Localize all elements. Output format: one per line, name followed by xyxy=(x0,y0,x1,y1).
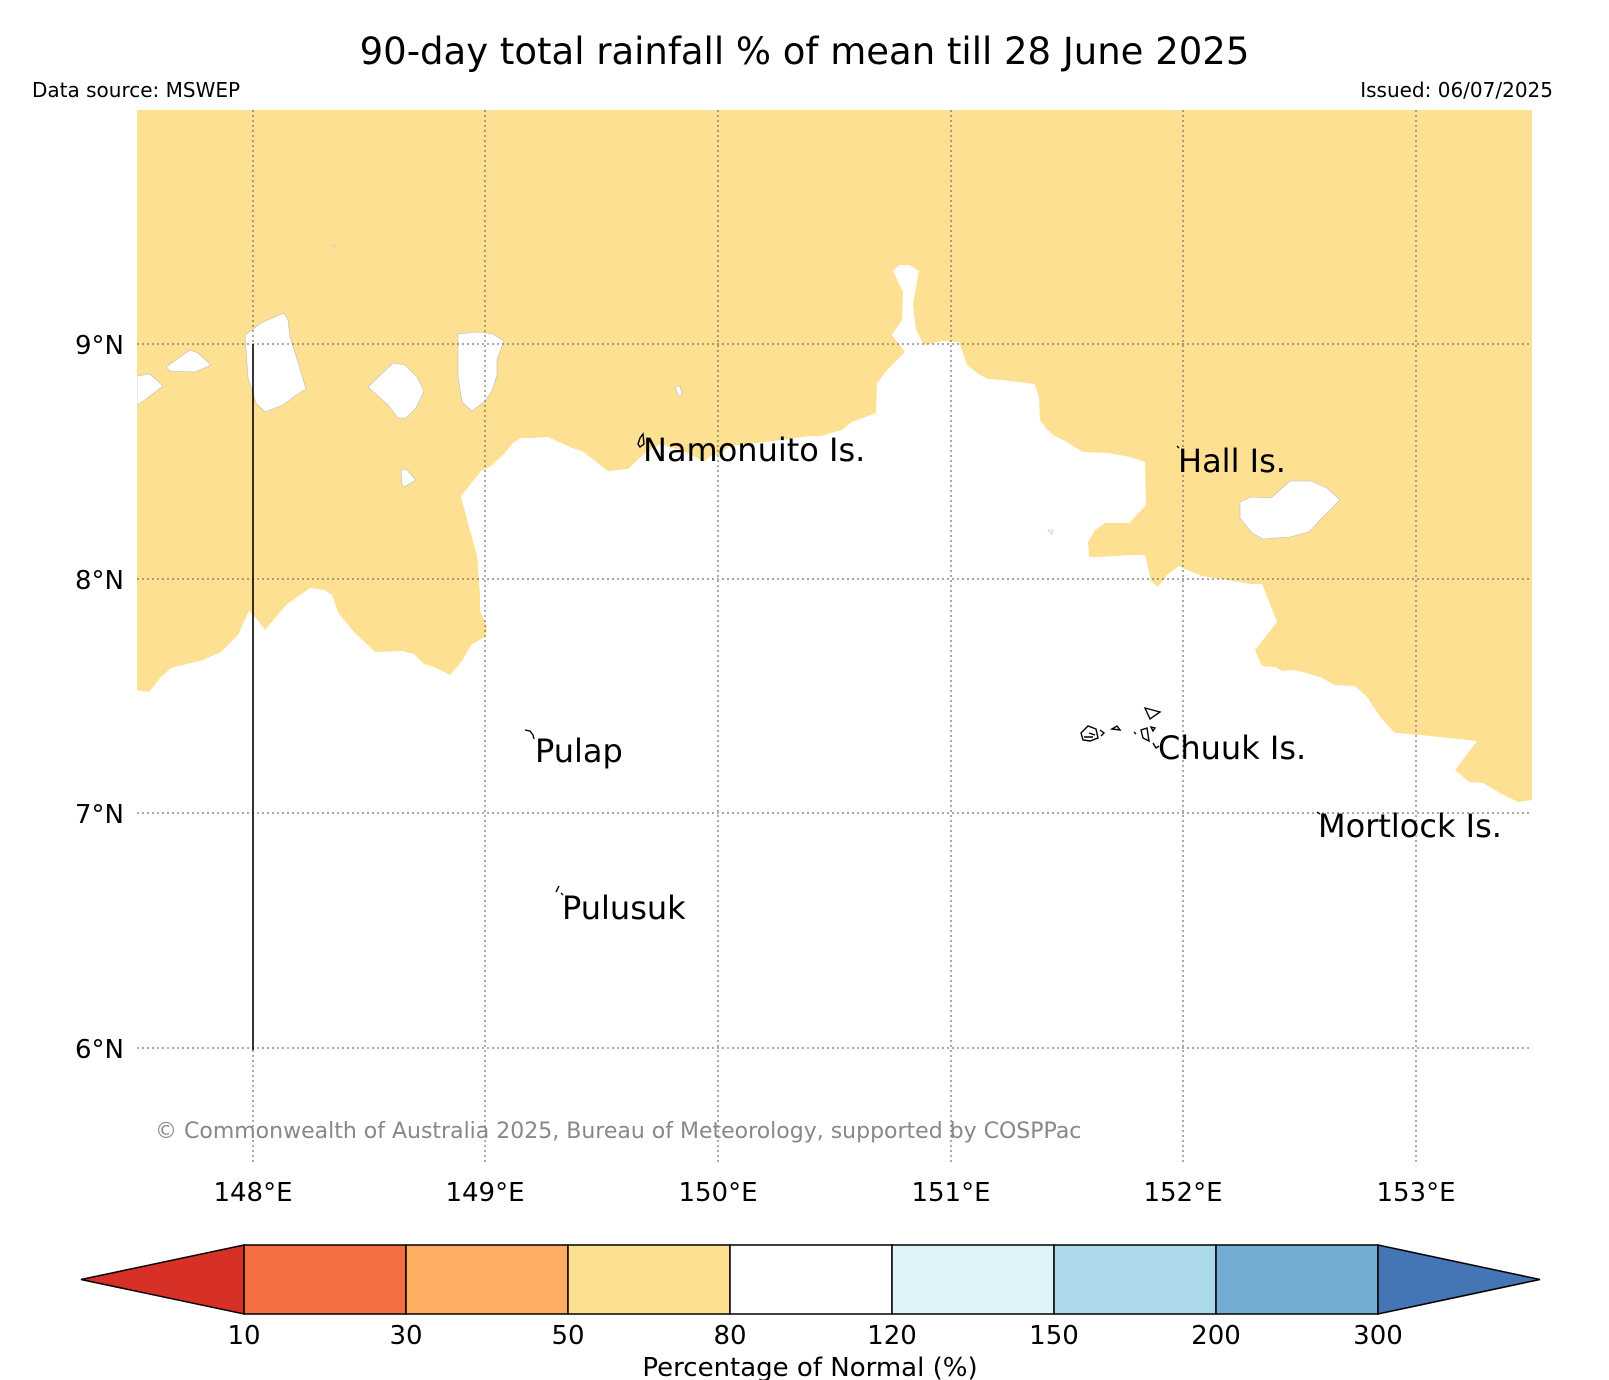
lon-label-149e: 149°E xyxy=(445,1178,524,1208)
colorbar-tick-80: 80 xyxy=(713,1321,746,1351)
colorbar-over-arrow xyxy=(1377,1244,1541,1315)
island-chuuk-5 xyxy=(1140,727,1150,743)
dry-region-edge xyxy=(137,399,176,606)
island-namonuito xyxy=(637,432,645,449)
colorbar-under-arrow xyxy=(80,1244,245,1315)
colorbar-tick-200: 200 xyxy=(1191,1321,1241,1351)
lon-label-153e: 153°E xyxy=(1376,1178,1455,1208)
island-chuuk-1 xyxy=(1143,706,1162,721)
colorbar-bin-50-80 xyxy=(567,1244,731,1315)
graticule xyxy=(137,110,1532,1165)
colorbar-bin-80-120 xyxy=(729,1244,893,1315)
colorbar-bin-200-300 xyxy=(1215,1244,1379,1315)
colorbar-label: Percentage of Normal (%) xyxy=(642,1353,977,1380)
place-label-pulap: Pulap xyxy=(535,732,623,770)
lat-label-6n: 6°N xyxy=(75,1035,124,1065)
island-chuuk-6 xyxy=(1149,725,1157,733)
issued-date: Issued: 06/07/2025 xyxy=(1360,78,1553,102)
colorbar-tick-50: 50 xyxy=(551,1321,584,1351)
data-source: Data source: MSWEP xyxy=(32,78,241,102)
colorbar-tick-300: 300 xyxy=(1353,1321,1403,1351)
lat-label-7n: 7°N xyxy=(75,800,124,830)
island-pulusuk xyxy=(555,885,564,896)
colorbar-bin-10-30 xyxy=(243,1244,407,1315)
place-label-mortlock: Mortlock Is. xyxy=(1318,807,1502,845)
place-label-chuuk: Chuuk Is. xyxy=(1158,729,1306,767)
island-chuuk-4 xyxy=(1109,725,1122,731)
colorbar-bin-120-150 xyxy=(891,1244,1055,1315)
colorbar-tick-10: 10 xyxy=(227,1321,260,1351)
dry-region-50-80 xyxy=(137,110,1532,802)
island-pulap xyxy=(524,729,535,740)
lon-label-152e: 152°E xyxy=(1143,1178,1222,1208)
lat-label-8n: 8°N xyxy=(75,566,124,596)
map-title: 90-day total rainfall % of mean till 28 … xyxy=(359,30,1250,73)
normal-rain-holes xyxy=(137,244,1341,540)
lon-label-150e: 150°E xyxy=(678,1178,757,1208)
colorbar xyxy=(80,1244,1541,1315)
island-hall xyxy=(1176,445,1180,449)
colorbar-tick-30: 30 xyxy=(389,1321,422,1351)
colorbar-bin-150-200 xyxy=(1053,1244,1217,1315)
place-label-hall: Hall Is. xyxy=(1178,442,1286,480)
lon-label-151e: 151°E xyxy=(911,1178,990,1208)
island-mortlock xyxy=(1316,811,1321,815)
place-label-pulusuk: Pulusuk xyxy=(562,889,686,927)
copyright-text: © Commonwealth of Australia 2025, Bureau… xyxy=(155,1119,1081,1144)
island-chuuk-3 xyxy=(1084,732,1096,738)
colorbar-tick-120: 120 xyxy=(867,1321,917,1351)
colorbar-bin-30-50 xyxy=(405,1244,569,1315)
colorbar-tick-150: 150 xyxy=(1029,1321,1079,1351)
lat-label-9n: 9°N xyxy=(75,331,124,361)
island-chuuk-2 xyxy=(1080,725,1099,742)
island-chuuk-8 xyxy=(1099,729,1106,737)
island-chuuk-7 xyxy=(1133,731,1160,749)
islands xyxy=(524,432,1321,896)
lon-label-148e: 148°E xyxy=(213,1178,292,1208)
place-label-namonuito: Namonuito Is. xyxy=(643,431,865,469)
map-frame: Namonuito Is. Hall Is. Pulap Chuuk Is. M… xyxy=(137,110,1532,1165)
